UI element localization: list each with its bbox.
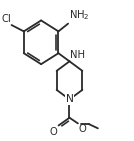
Text: NH$_2$: NH$_2$: [69, 9, 89, 22]
Text: Cl: Cl: [1, 14, 11, 24]
Text: O: O: [49, 127, 57, 137]
Text: O: O: [79, 124, 86, 134]
Text: N: N: [66, 94, 73, 104]
Text: NH: NH: [70, 50, 85, 60]
